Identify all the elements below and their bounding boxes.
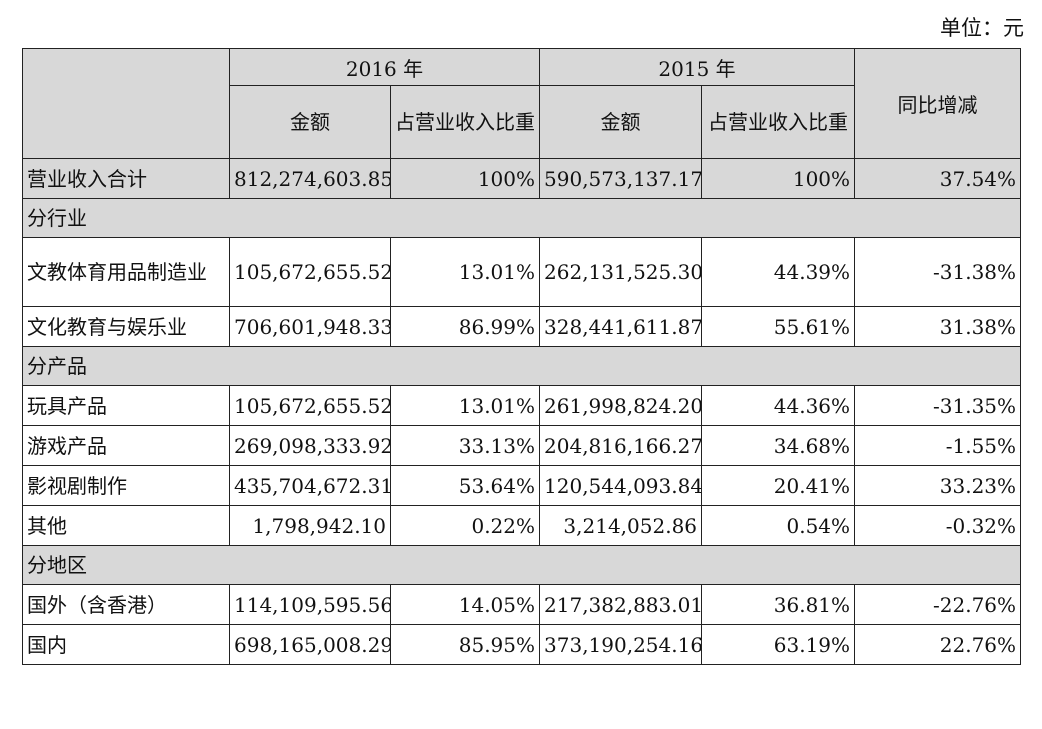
yoy-change: -1.55% — [854, 425, 1022, 466]
amount-2016: 706,601,948.33 — [229, 306, 391, 347]
amount-2016: 1,798,942.10 — [229, 505, 391, 546]
amount-2016: 105,672,655.52 — [229, 237, 391, 307]
yoy-change: 33.23% — [854, 465, 1022, 506]
share-2016: 53.64% — [389, 465, 541, 506]
header-amount-2016: 金额 — [229, 85, 391, 159]
amount-2016: 114,109,595.56 — [229, 584, 391, 625]
share-2015: 36.81% — [701, 584, 856, 625]
amount-2015: 328,441,611.87 — [539, 306, 703, 347]
share-2015: 63.19% — [701, 624, 856, 665]
amount-2016: 698,165,008.29 — [229, 624, 391, 665]
yoy-change: 31.38% — [854, 306, 1022, 347]
amount-2015: 373,190,254.16 — [539, 624, 703, 665]
total-share-2015: 100% — [701, 158, 856, 199]
total-amount-2016: 812,274,603.85 — [229, 158, 391, 199]
total-share-2016: 100% — [389, 158, 541, 199]
amount-2016: 105,672,655.52 — [229, 385, 391, 426]
header-share-2016: 占营业收入比重 — [389, 85, 541, 159]
header-year-2015: 2015 年 — [539, 48, 856, 86]
revenue-table: 2016 年 2015 年 同比增减 金额 占营业收入比重 金额 占营业收入比重… — [21, 48, 1022, 665]
amount-2015: 262,131,525.30 — [539, 237, 703, 307]
share-2015: 44.36% — [701, 385, 856, 426]
header-corner-cell — [22, 48, 230, 159]
table-row: 文化教育与娱乐业 706,601,948.33 86.99% 328,441,6… — [22, 306, 1022, 347]
yoy-change: -31.35% — [854, 385, 1022, 426]
yoy-change: -0.32% — [854, 505, 1022, 546]
table-row: 游戏产品 269,098,333.92 33.13% 204,816,166.2… — [22, 425, 1022, 466]
share-2015: 0.54% — [701, 505, 856, 546]
row-label: 其他 — [22, 505, 230, 546]
table-row: 玩具产品 105,672,655.52 13.01% 261,998,824.2… — [22, 385, 1022, 426]
yoy-change: -22.76% — [854, 584, 1022, 625]
yoy-change: -31.38% — [854, 237, 1022, 307]
total-amount-2015: 590,573,137.17 — [539, 158, 703, 199]
amount-2016: 435,704,672.31 — [229, 465, 391, 506]
share-2016: 85.95% — [389, 624, 541, 665]
amount-2015: 261,998,824.20 — [539, 385, 703, 426]
section-header-product: 分产品 — [21, 346, 1022, 386]
row-label: 游戏产品 — [22, 425, 230, 466]
row-label: 国外（含香港） — [22, 584, 230, 625]
header-yoy: 同比增减 — [854, 48, 1022, 159]
header-yoy-label: 同比增减 — [897, 93, 978, 117]
amount-2015: 120,544,093.84 — [539, 465, 703, 506]
total-row: 营业收入合计 812,274,603.85 100% 590,573,137.1… — [22, 158, 1022, 199]
share-2015: 34.68% — [701, 425, 856, 466]
section-title-region: 分地区 — [21, 545, 1022, 585]
yoy-change: 22.76% — [854, 624, 1022, 665]
share-2015: 55.61% — [701, 306, 856, 347]
unit-label: 单位：元 — [940, 16, 1024, 40]
header-year-2016: 2016 年 — [228, 48, 541, 86]
table-row: 文教体育用品制造业 105,672,655.52 13.01% 262,131,… — [22, 237, 1022, 307]
row-label: 影视剧制作 — [22, 465, 230, 506]
amount-2015: 3,214,052.86 — [539, 505, 703, 546]
amount-2015: 204,816,166.27 — [539, 425, 703, 466]
share-2016: 0.22% — [389, 505, 541, 546]
table-row: 影视剧制作 435,704,672.31 53.64% 120,544,093.… — [22, 465, 1022, 506]
section-header-region: 分地区 — [21, 545, 1022, 585]
share-2015: 44.39% — [701, 237, 856, 307]
total-label: 营业收入合计 — [22, 158, 230, 199]
table-row: 其他 1,798,942.10 0.22% 3,214,052.86 0.54%… — [22, 505, 1022, 546]
share-2016: 33.13% — [389, 425, 541, 466]
share-2015: 20.41% — [701, 465, 856, 506]
share-2016: 13.01% — [389, 385, 541, 426]
header-share-2015: 占营业收入比重 — [701, 85, 856, 159]
row-label: 玩具产品 — [22, 385, 230, 426]
header-amount-2015: 金额 — [539, 85, 703, 159]
total-yoy: 37.54% — [854, 158, 1022, 199]
amount-2015: 217,382,883.01 — [539, 584, 703, 625]
amount-2016: 269,098,333.92 — [229, 425, 391, 466]
row-label: 文教体育用品制造业 — [22, 237, 230, 307]
section-header-industry: 分行业 — [21, 198, 1022, 238]
section-title-industry: 分行业 — [21, 198, 1022, 238]
share-2016: 13.01% — [389, 237, 541, 307]
row-label: 国内 — [22, 624, 230, 665]
row-label: 文化教育与娱乐业 — [22, 306, 230, 347]
share-2016: 86.99% — [389, 306, 541, 347]
share-2016: 14.05% — [389, 584, 541, 625]
header-row-years: 2016 年 2015 年 同比增减 — [22, 48, 1022, 159]
header-row-metrics: 金额 占营业收入比重 金额 占营业收入比重 — [23, 85, 1021, 159]
table-row: 国内 698,165,008.29 85.95% 373,190,254.16 … — [22, 624, 1022, 665]
table-row: 国外（含香港） 114,109,595.56 14.05% 217,382,88… — [22, 584, 1022, 625]
section-title-product: 分产品 — [21, 346, 1022, 386]
